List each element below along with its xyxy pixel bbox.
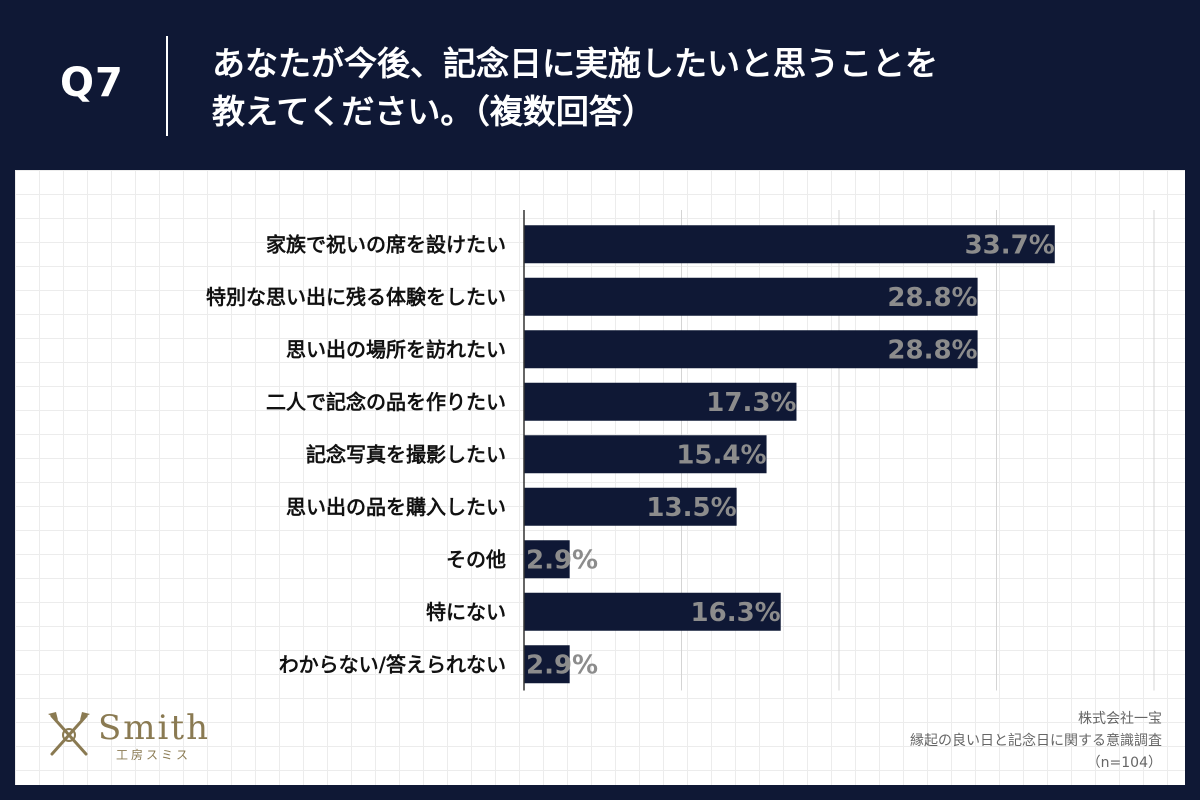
category-label: 特にない xyxy=(426,600,506,624)
survey-name: 縁起の良い日と記念日に関する意識調査 xyxy=(910,733,1162,749)
category-label: 特別な思い出に残る体験をしたい xyxy=(206,285,506,309)
bar xyxy=(524,645,570,684)
value-label: 33.7% xyxy=(965,230,1055,260)
value-label: 13.5% xyxy=(646,493,736,523)
source-note: 株式会社一宝 縁起の良い日と記念日に関する意識調査 （n=104） xyxy=(910,708,1162,774)
bar xyxy=(524,540,570,579)
category-label: 二人で記念の品を作りたい xyxy=(266,390,506,414)
bar xyxy=(524,330,978,369)
category-label: 家族で祝いの席を設けたい xyxy=(266,232,506,256)
category-label: 思い出の場所を訪れたい xyxy=(286,337,506,361)
question-title-line-2: 教えてください。（複数回答） xyxy=(212,92,655,131)
brand-name: Smith xyxy=(98,708,210,748)
crossed-tools-icon xyxy=(48,712,90,756)
chart-panel: 家族で祝いの席を設けたい 33.7% 特別な思い出に残る体験をしたい 28.8% 思い出… xyxy=(15,170,1185,785)
bar xyxy=(524,382,797,421)
value-label: 16.3% xyxy=(691,598,781,628)
value-label: 28.8% xyxy=(887,283,977,313)
brand-subtitle: 工房スミス xyxy=(116,748,192,762)
value-label: 15.4% xyxy=(676,440,766,470)
category-label: わからない/答えられない xyxy=(279,652,506,676)
header-divider xyxy=(166,36,168,136)
bar xyxy=(524,592,781,631)
header: Q7 あなたが今後、記念日に実施したいと思うことを 教えてください。（複数回答） xyxy=(0,0,1200,170)
category-label: 思い出の品を購入したい xyxy=(286,495,506,519)
bar xyxy=(524,435,767,474)
question-number: Q7 xyxy=(60,60,124,106)
bar xyxy=(524,487,737,526)
category-label: その他 xyxy=(446,547,506,571)
company-name: 株式会社一宝 xyxy=(1078,711,1162,727)
bar xyxy=(524,225,1055,264)
sample-size: （n=104） xyxy=(1086,755,1162,771)
bar xyxy=(524,277,978,316)
bar-chart: 家族で祝いの席を設けたい 33.7% 特別な思い出に残る体験をしたい 28.8% 思い出… xyxy=(206,210,1155,691)
category-label: 記念写真を撮影したい xyxy=(306,442,506,466)
value-label: 2.9% xyxy=(526,650,598,680)
question-title-line-1: あなたが今後、記念日に実施したいと思うことを xyxy=(212,44,938,83)
question-title: あなたが今後、記念日に実施したいと思うことを 教えてください。（複数回答） xyxy=(212,40,1172,136)
value-label: 17.3% xyxy=(706,388,796,418)
value-label: 28.8% xyxy=(887,335,977,365)
brand-logo: Smith 工房スミス xyxy=(46,706,246,766)
value-label: 2.9% xyxy=(526,545,598,575)
